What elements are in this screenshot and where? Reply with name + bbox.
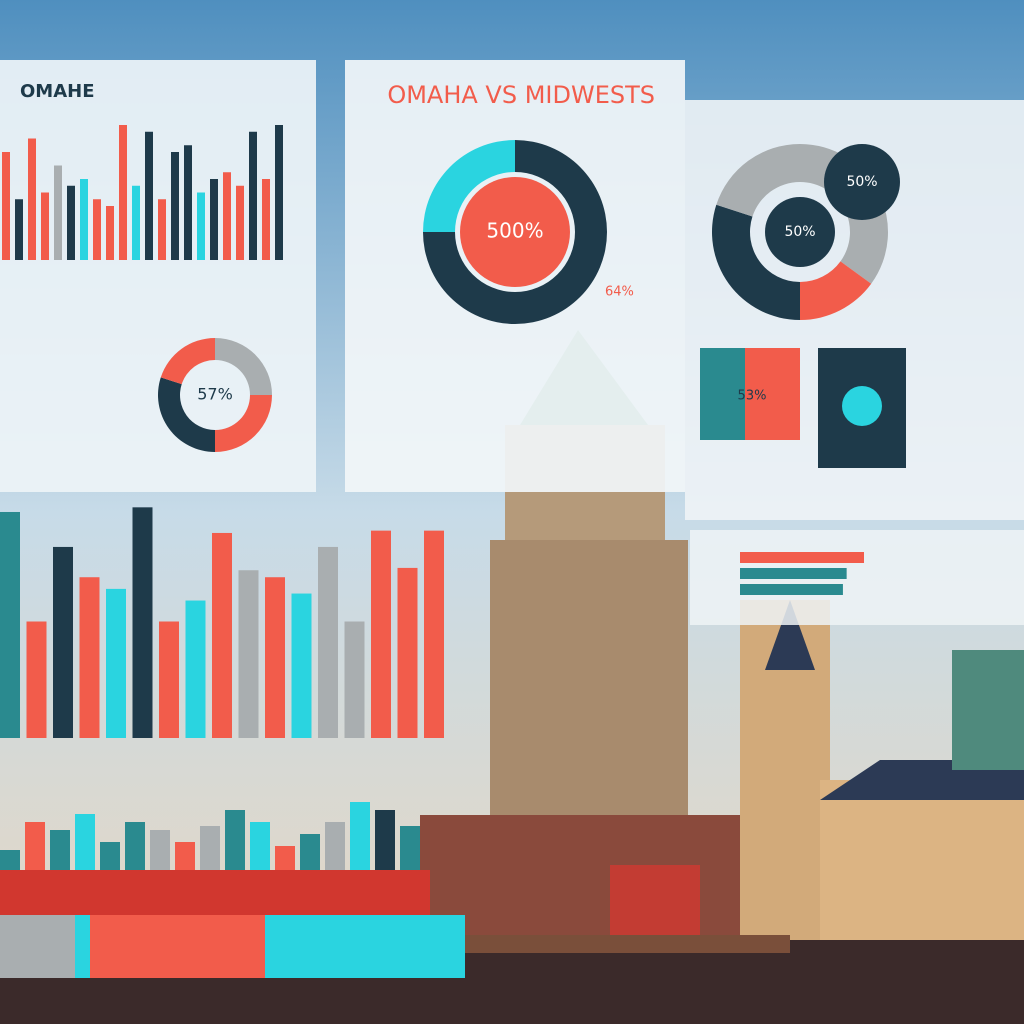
bar (2, 152, 10, 260)
bar (93, 199, 101, 260)
bar (275, 125, 283, 260)
donut-label: 57% (197, 385, 233, 404)
bar (67, 185, 75, 260)
hbar (740, 552, 864, 563)
donut-segment (160, 338, 215, 385)
middle-title: OMAHA VS MIDWESTS (387, 81, 655, 109)
bar (15, 199, 23, 260)
bar (150, 830, 170, 870)
bar (238, 570, 259, 738)
donut-center (460, 177, 570, 287)
left-panel (0, 60, 316, 492)
bar (275, 846, 295, 870)
donut-segment (716, 144, 800, 217)
bar (145, 131, 153, 260)
donut-label: 50% (784, 224, 815, 240)
bar (400, 826, 420, 870)
square-label: 53% (738, 389, 767, 404)
bar (106, 206, 114, 260)
donut-label: 500% (486, 219, 543, 243)
bar (41, 192, 49, 260)
donut-segment (423, 140, 515, 232)
bar (344, 621, 365, 738)
donut-segment (215, 395, 272, 452)
hbar (740, 584, 843, 595)
bar (26, 621, 47, 738)
bar (223, 172, 231, 260)
hbar (740, 568, 847, 579)
side-label: 64% (605, 285, 634, 300)
bar (325, 822, 345, 870)
bar (225, 810, 245, 870)
bar (262, 179, 270, 260)
bar (185, 600, 206, 738)
square-part (700, 348, 745, 440)
donut-center (765, 197, 835, 267)
badge-label: 50% (846, 174, 877, 190)
banner-part (90, 915, 265, 978)
bar (79, 577, 100, 738)
bar (197, 192, 205, 260)
donut-segment (711, 204, 800, 320)
bar (28, 138, 36, 260)
bar (200, 826, 220, 870)
bar (159, 621, 179, 738)
bar (100, 842, 120, 870)
bar (250, 822, 270, 870)
bar (175, 842, 195, 870)
bar (0, 511, 20, 738)
bar (75, 814, 95, 870)
bar (236, 185, 244, 260)
bar (0, 850, 20, 870)
left-title: OMAHE (20, 81, 95, 102)
bar (249, 131, 257, 260)
bar (210, 179, 218, 260)
bar (132, 185, 140, 260)
dot (842, 386, 882, 426)
bar (54, 165, 62, 260)
bar (300, 834, 320, 870)
donut-segment (423, 140, 607, 324)
bar (158, 199, 166, 260)
donut-segment (158, 377, 215, 452)
bar (25, 822, 45, 870)
banner-part (0, 915, 75, 978)
bar (212, 532, 232, 738)
bar (350, 802, 370, 870)
bar (132, 507, 153, 738)
bar (371, 530, 391, 738)
donut-segment (800, 261, 872, 320)
bar (171, 152, 179, 260)
bar (106, 588, 126, 738)
bar (375, 810, 395, 870)
badge (824, 144, 900, 220)
bar (424, 530, 444, 738)
bar (184, 145, 192, 260)
bar (53, 546, 73, 738)
bar (265, 577, 285, 738)
bar (80, 179, 88, 260)
bar (397, 567, 418, 738)
bar (50, 830, 70, 870)
bar (318, 546, 338, 738)
bar (291, 593, 312, 738)
bar (125, 822, 145, 870)
bar (119, 125, 127, 260)
donut-segment (215, 338, 272, 395)
